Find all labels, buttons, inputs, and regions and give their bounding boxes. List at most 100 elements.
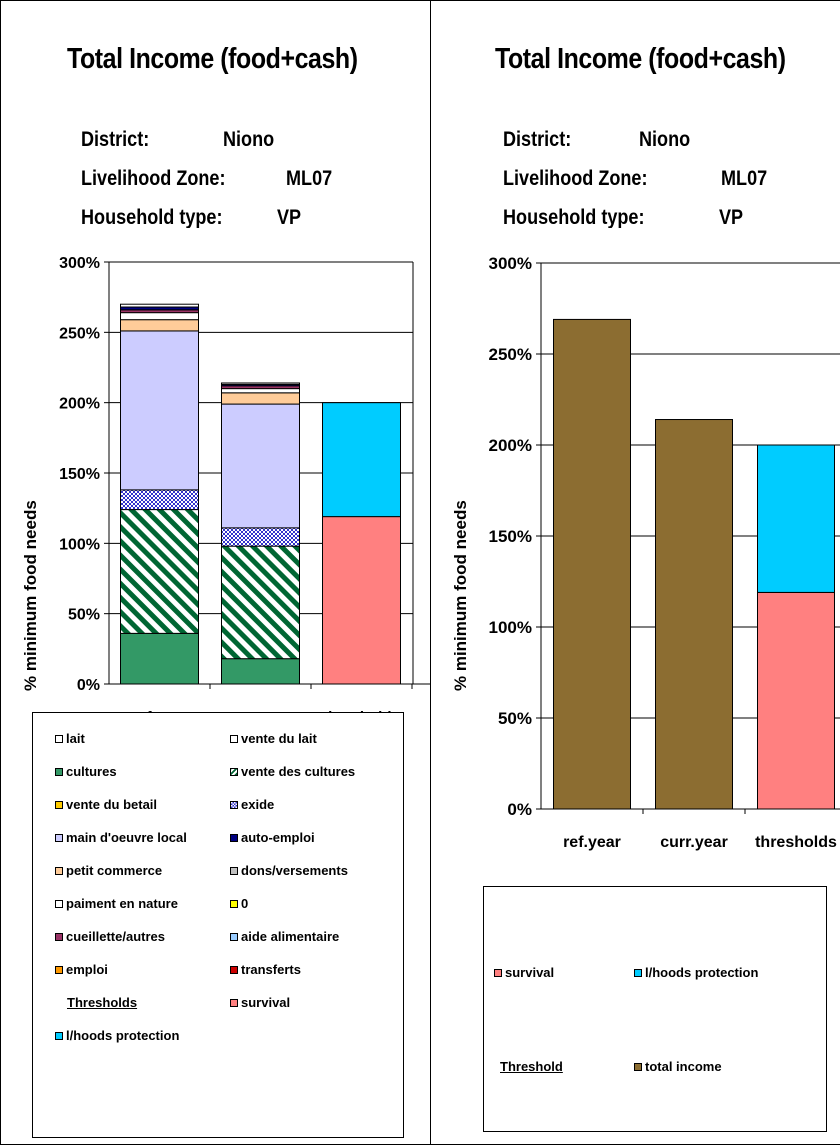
legend-item-lait: lait <box>55 731 85 746</box>
left-zone-value: ML07 <box>286 167 333 190</box>
legend-swatch <box>230 998 238 1007</box>
bar-segment-vente-des-cultures-ref-year <box>120 509 199 634</box>
legend-swatch <box>55 734 63 743</box>
right-legend: survival l/hoods protection Threshold total… <box>483 886 827 1132</box>
bar-segment-cultures-ref-year <box>120 632 199 685</box>
y-tick-label: 300% <box>59 255 100 272</box>
left-legend: lait vente du lait cultures vente des cultu… <box>32 712 404 1138</box>
y-tick-label: 150% <box>489 527 532 546</box>
y-tick-label: 200% <box>59 396 100 413</box>
x-category-label: curr.year <box>660 834 728 851</box>
legend-swatch <box>55 932 63 941</box>
bar-segment-l-hoods-protection-thresholds <box>757 444 835 593</box>
bar-segment-l-hoods-protection-thresholds <box>322 402 401 518</box>
right-chart-plot: 0% 50% 100% 150% 200% 250% 300% ref.year curr.ye… <box>489 254 840 851</box>
y-tick-label: 250% <box>489 345 532 364</box>
legend-item-emploi: emploi <box>55 962 108 977</box>
legend-swatch <box>634 968 642 977</box>
legend-swatch <box>55 899 63 908</box>
left-household-value: VP <box>277 206 302 228</box>
bar-segment-lait-curr-year <box>221 382 300 385</box>
right-chart-title: Total Income (food+cash) <box>495 43 786 75</box>
legend-swatch <box>230 965 238 974</box>
legend-swatch <box>55 1031 63 1040</box>
left-zone-label: Livelihood Zone: <box>81 167 226 190</box>
legend-swatch <box>230 734 238 743</box>
legend-threshold-heading: Threshold <box>500 1059 563 1074</box>
x-category-label: thresholds <box>755 834 837 851</box>
legend-swatch <box>230 932 238 941</box>
left-chart-plot: 0%50%100%150%200%250%300%ref.yearcurr.ye… <box>59 255 430 726</box>
legend-thresholds-heading: Thresholds <box>67 995 138 1010</box>
right-chart-panel: Total Income (food+cash) District: Niono… <box>430 0 840 1145</box>
legend-item-cultures: cultures <box>55 764 117 779</box>
legend-item-transferts: transferts <box>230 962 301 977</box>
bar-segment-main-d-oeuvre-local-curr-year <box>221 403 300 529</box>
right-zone-label: Livelihood Zone: <box>503 167 648 190</box>
right-household-value: VP <box>719 206 744 228</box>
legend-swatch <box>230 833 238 842</box>
legend-item-vente-des-cultures: vente des cultures <box>230 764 355 779</box>
legend-item-dons-versements: dons/versements <box>230 863 348 878</box>
y-tick-label: 50% <box>498 709 532 728</box>
left-household-label: Household type: <box>81 206 223 228</box>
bar-segment-paiment-en-nature-curr-year <box>221 388 300 394</box>
legend-swatch <box>230 800 238 809</box>
bar-segment-exide-curr-year <box>221 527 300 547</box>
bar-segment-exide-ref-year <box>120 489 199 511</box>
bar-segment-total-income-curr-year <box>655 419 733 810</box>
legend-item-vente-du-lait: vente du lait <box>230 731 317 746</box>
right-district-label: District: <box>503 128 572 151</box>
legend-swatch <box>55 833 63 842</box>
y-tick-label: 100% <box>59 536 100 553</box>
legend-swatch <box>55 800 63 809</box>
bar-segment-survival-thresholds <box>322 516 401 685</box>
y-tick-label: 250% <box>59 325 100 342</box>
y-tick-label: 200% <box>489 436 532 455</box>
bar-segment-lait-ref-year <box>120 303 199 308</box>
left-chart-panel: Total Income (food+cash) District: Niono… <box>0 0 431 1145</box>
legend-item-lhoods-protection: l/hoods protection <box>634 965 758 980</box>
y-tick-label: 100% <box>489 618 532 637</box>
legend-swatch <box>230 899 238 908</box>
x-category-label: ref.year <box>563 834 621 851</box>
legend-item-exide: exide <box>230 797 274 812</box>
y-tick-label: 0% <box>77 677 100 694</box>
legend-item-paiment-en-nature: paiment en nature <box>55 896 178 911</box>
left-district-value: Niono <box>223 128 275 151</box>
legend-swatch <box>634 1062 642 1071</box>
bar-segment-petit-commerce-curr-year <box>221 392 300 405</box>
legend-swatch <box>55 866 63 875</box>
legend-item-aide-alimentaire: aide alimentaire <box>230 929 339 944</box>
left-district-label: District: <box>81 128 150 151</box>
bar-segment-main-d-oeuvre-local-ref-year <box>120 330 199 491</box>
legend-item-0: 0 <box>230 896 248 911</box>
right-household-row: Household type: VP <box>431 201 840 228</box>
legend-item-petit-commerce: petit commerce <box>55 863 162 878</box>
right-zone-value: ML07 <box>721 167 768 190</box>
legend-swatch <box>494 968 502 977</box>
legend-swatch <box>55 767 63 776</box>
legend-swatch <box>55 965 63 974</box>
bar-segment-total-income-ref-year <box>553 318 631 810</box>
bar-segment-cultures-curr-year <box>221 658 300 685</box>
y-tick-label: 50% <box>68 607 100 624</box>
bar-segment-paiment-en-nature-ref-year <box>120 312 199 321</box>
legend-item-cueillette-autres: cueillette/autres <box>55 929 165 944</box>
y-tick-label: 0% <box>507 800 532 819</box>
legend-item-survival: survival <box>494 965 554 980</box>
legend-item-total-income: total income <box>634 1059 722 1074</box>
bar-segment-petit-commerce-ref-year <box>120 319 199 332</box>
bar-segment-survival-thresholds <box>757 591 835 810</box>
legend-item-survival: survival <box>230 995 290 1010</box>
legend-item-auto-emploi: auto-emploi <box>230 830 315 845</box>
y-tick-label: 150% <box>59 466 100 483</box>
legend-item-lhoods-protection: l/hoods protection <box>55 1028 179 1043</box>
right-household-label: Household type: <box>503 206 645 228</box>
left-chart-title: Total Income (food+cash) <box>67 43 358 75</box>
right-district-value: Niono <box>639 128 691 151</box>
y-tick-label: 300% <box>489 254 532 273</box>
legend-swatch <box>230 767 238 776</box>
legend-item-vente-du-betail: vente du betail <box>55 797 157 812</box>
bar-segment-vente-des-cultures-curr-year <box>221 545 300 660</box>
